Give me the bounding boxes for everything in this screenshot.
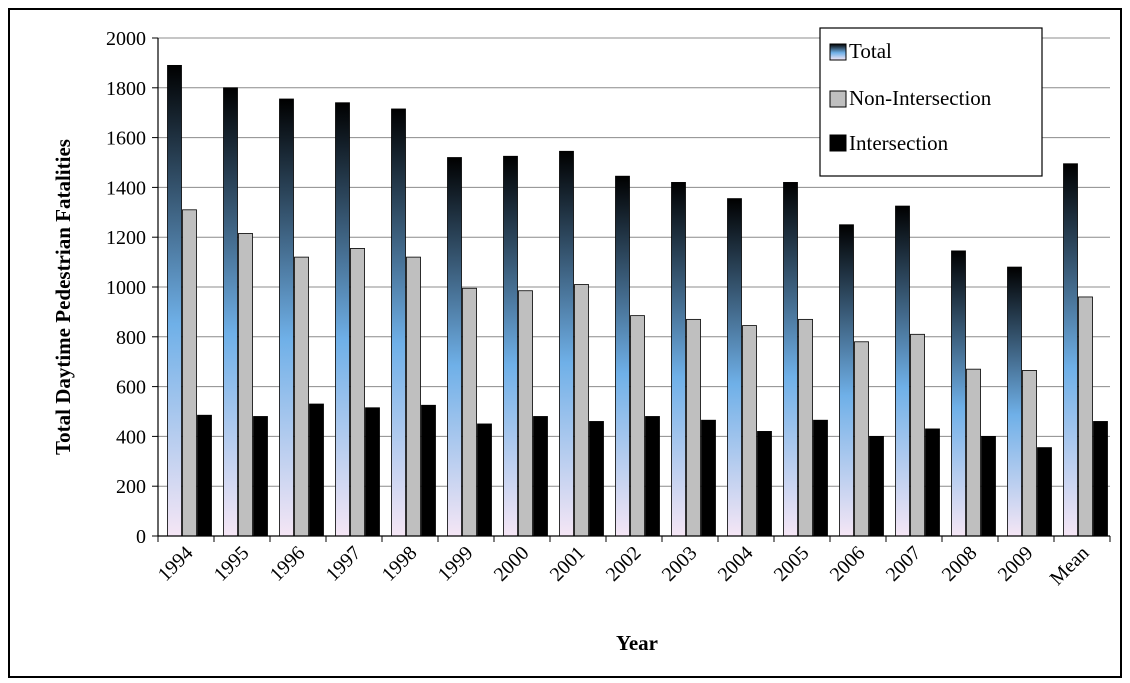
bar-non-intersection [574,284,589,537]
x-tick-label: 2006 [826,542,870,586]
bar-intersection [645,416,660,537]
bar-non-intersection [238,233,253,537]
bar-total [839,224,854,537]
y-tick-label: 2000 [106,28,146,50]
bar-intersection [253,416,268,537]
y-tick-label: 1800 [106,78,146,100]
x-tick-label: 1994 [154,542,198,586]
x-tick-label: 2003 [658,542,702,586]
bar-total [895,205,910,537]
legend: Total Non-Intersection Intersection [819,27,1043,177]
bar-non-intersection [182,209,197,537]
bar-total [615,175,630,537]
bar-non-intersection [462,287,477,537]
bar-total [335,102,350,537]
x-tick-label: 1998 [378,542,422,586]
bar-non-intersection [518,290,533,537]
bar-non-intersection [350,248,365,537]
x-tick-label: Mean [1046,542,1094,590]
bar-intersection [477,423,492,537]
bar-total [783,182,798,537]
x-tick-label: 2001 [546,542,590,586]
bar-non-intersection [1022,370,1037,537]
y-tick-label: 800 [116,327,146,349]
bar-non-intersection [686,318,701,537]
x-tick-label: 1999 [434,542,478,586]
bar-non-intersection [798,318,813,537]
bars [167,64,1108,537]
bar-intersection [1037,447,1052,537]
x-tick-label: 2008 [938,542,982,586]
bar-intersection [701,419,716,537]
bar-total [503,155,518,537]
legend-label-total: Total [849,39,892,63]
bar-total [951,250,966,537]
x-tick-label: 2005 [770,542,814,586]
bar-intersection [813,419,828,537]
bar-total [447,157,462,537]
bar-total [671,182,686,537]
y-tick-label: 1600 [106,128,146,150]
bar-total [1007,266,1022,537]
y-tick-label: 200 [116,476,146,498]
bar-non-intersection [630,315,645,537]
x-tick-label: 2007 [882,542,926,586]
legend-box [819,27,1043,177]
bar-chart: 0 200 400 600 800 1000 1200 1400 1600 1800 2000 199… [51,27,1111,655]
bar-intersection [533,416,548,537]
bar-non-intersection [854,341,869,537]
y-tick-label: 0 [136,526,146,548]
bar-total [1063,163,1078,537]
x-tick-label: 2004 [714,542,758,586]
bar-intersection [197,414,212,537]
bar-total [559,150,574,537]
bar-total [391,108,406,537]
legend-swatch-intersection [829,134,847,152]
x-tick-label: 2000 [490,542,534,586]
bar-intersection [365,407,380,537]
bar-non-intersection [1078,296,1093,537]
axes [152,37,1111,542]
bar-intersection [1093,421,1108,537]
bar-intersection [309,403,324,537]
bar-total [223,87,238,537]
bar-non-intersection [910,333,925,537]
y-axis-title: Total Daytime Pedestrian Fatalities [51,139,75,455]
bar-total [279,98,294,537]
y-tick-label: 1400 [106,177,146,199]
y-tick-label: 1000 [106,277,146,299]
legend-swatch-non-intersection [829,90,847,108]
y-tick-label: 1200 [106,227,146,249]
x-tick-label: 1995 [210,542,254,586]
bar-non-intersection [742,325,757,537]
y-tick-label: 600 [116,377,146,399]
bar-total [167,64,182,537]
legend-swatch-total [829,43,847,61]
bar-intersection [869,435,884,537]
x-axis-title: Year [616,631,658,655]
bar-non-intersection [406,256,421,537]
bar-non-intersection [294,256,309,537]
bar-intersection [757,431,772,537]
y-tick-label: 400 [116,426,146,448]
chart-frame: 0 200 400 600 800 1000 1200 1400 1600 1800 2000 199… [8,8,1122,678]
bar-intersection [925,428,940,537]
bar-intersection [981,435,996,537]
bar-non-intersection [966,368,981,537]
legend-label-non-intersection: Non-Intersection [849,86,992,110]
x-tick-label: 1996 [266,542,310,586]
bar-total [727,198,742,537]
x-tick-label: 1997 [322,542,366,586]
bar-intersection [589,421,604,537]
x-tick-label: 2002 [602,542,646,586]
legend-label-intersection: Intersection [849,131,949,155]
x-tick-label: 2009 [994,542,1038,586]
bar-intersection [421,404,436,537]
